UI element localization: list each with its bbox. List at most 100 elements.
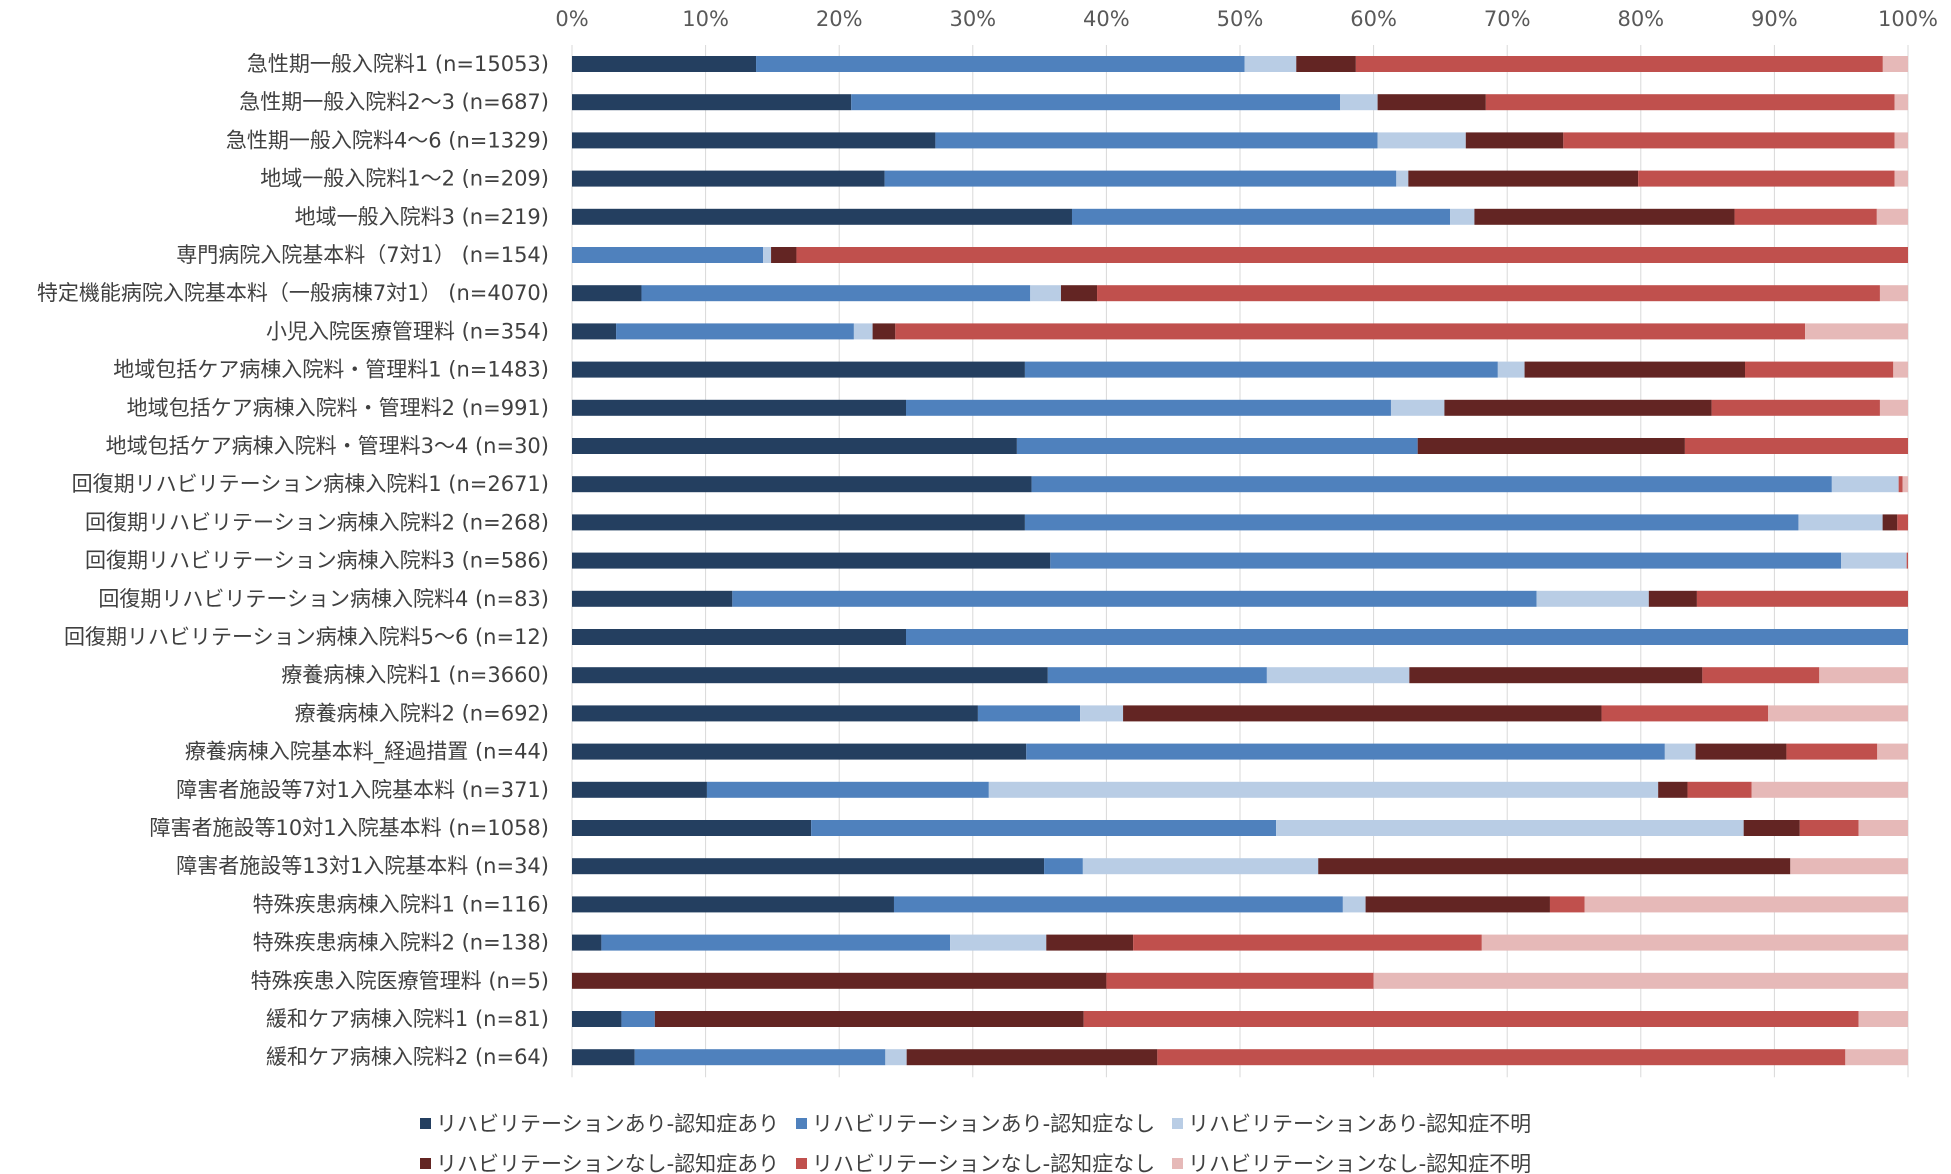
bar-segment: [572, 323, 617, 340]
x-tick-label: 30%: [949, 7, 996, 31]
legend-label: リハビリテーションあり-認知症不明: [1188, 1112, 1531, 1136]
category-label: 地域一般入院料3 (n=219): [295, 205, 549, 229]
bar-segment: [572, 972, 1107, 989]
category-label: 障害者施設等10対1入院基本料 (n=1058): [150, 816, 550, 840]
bar-segment: [1882, 56, 1908, 72]
bar-segment: [1060, 285, 1098, 302]
bar-segment: [1638, 170, 1895, 187]
bar-segment: [634, 1049, 886, 1066]
bar-segment: [1893, 361, 1908, 378]
category-label: 地域包括ケア病棟入院料・管理料1 (n=1483): [113, 358, 549, 382]
bar-segment: [572, 743, 1027, 760]
bar-segment: [1584, 896, 1908, 913]
bar-segment: [1858, 1011, 1908, 1027]
bar-segment: [1276, 820, 1744, 836]
bar-segment: [1474, 208, 1735, 225]
bar-segment: [572, 896, 894, 913]
legend-label: リハビリテーションあり-認知症なし: [812, 1112, 1155, 1136]
bar-segment: [1768, 705, 1908, 722]
category-label: 地域一般入院料1～2 (n=209): [260, 167, 549, 191]
bar-segment: [1798, 514, 1883, 531]
bar-segment: [977, 705, 1081, 722]
bar-segment: [895, 323, 1806, 340]
bar-segment: [1465, 132, 1564, 149]
bar-segment: [1071, 208, 1451, 225]
bar-segment: [1355, 56, 1883, 72]
bar-segment: [1123, 705, 1602, 722]
bar-segment: [1024, 514, 1799, 531]
bar-segment: [1799, 820, 1859, 836]
category-label: 地域包括ケア病棟入院料・管理料3～4 (n=30): [106, 434, 549, 458]
bar-segment: [601, 934, 951, 951]
bar-segment: [1702, 667, 1820, 684]
bar-segment: [572, 56, 757, 72]
bar-segment: [572, 208, 1072, 225]
bar-segment: [641, 285, 1031, 302]
bar-segment: [572, 705, 978, 722]
category-label: 回復期リハビリテーション病棟入院料3 (n=586): [85, 549, 549, 573]
bar-segment: [771, 247, 797, 263]
bar-segment: [1687, 781, 1752, 798]
legend: リハビリテーションあり-認知症あり リハビリテーションあり-認知症なし リハビリテー…: [420, 1112, 1531, 1174]
bar-segment: [1786, 743, 1878, 760]
bar-segment: [1845, 1049, 1908, 1066]
bar-segment: [1485, 94, 1895, 111]
bar-segment: [1696, 590, 1908, 607]
bar-segment: [706, 781, 989, 798]
bar-segment: [885, 1049, 907, 1066]
bar-segment: [1876, 208, 1908, 225]
bar-segment: [621, 1011, 655, 1027]
bar-segment: [1695, 743, 1787, 760]
bar-segment: [1080, 705, 1124, 722]
bar-segment: [1790, 858, 1908, 875]
category-label: 特殊疾患入院医療管理料 (n=5): [251, 969, 549, 993]
bar-segment: [1047, 667, 1267, 684]
bar-segment: [1684, 438, 1908, 454]
bar-segment: [1805, 323, 1908, 340]
bar-segment: [1030, 285, 1061, 302]
bar-segment: [811, 820, 1277, 836]
category-label: 特殊疾患病棟入院料1 (n=116): [253, 892, 549, 916]
legend-label: リハビリテーションなし-認知症あり: [436, 1152, 779, 1174]
bar-segment: [935, 132, 1378, 149]
bar-segment: [1044, 858, 1083, 875]
bar-segment: [1097, 285, 1880, 302]
legend-swatch: [420, 1158, 431, 1169]
bar-segment: [988, 781, 1659, 798]
bar-segment: [572, 132, 936, 149]
bar-segment: [1831, 476, 1899, 493]
bar-segment: [572, 820, 812, 836]
bar-segment: [763, 247, 772, 263]
bar-segment: [1408, 170, 1639, 187]
x-tick-label: 70%: [1484, 7, 1531, 31]
bar-segment: [572, 476, 1032, 493]
category-label: 緩和ケア病棟入院料2 (n=64): [266, 1045, 549, 1069]
bar-segment: [1106, 972, 1374, 989]
bar-segment: [1819, 667, 1908, 684]
bar-segment: [572, 247, 764, 263]
bar-segment: [796, 247, 1908, 263]
bar-segment: [1031, 476, 1832, 493]
bar-segment: [1745, 361, 1894, 378]
bar-segment: [572, 934, 602, 951]
bar-segment: [616, 323, 854, 340]
bar-segment: [572, 667, 1048, 684]
bar-segment: [572, 1011, 622, 1027]
bar-segment: [1026, 743, 1665, 760]
bar-segment: [1664, 743, 1696, 760]
x-tick-label: 80%: [1617, 7, 1664, 31]
category-label: 緩和ケア病棟入院料1 (n=81): [266, 1007, 549, 1031]
bar-segment: [1340, 94, 1378, 111]
category-labels: 急性期一般入院料1 (n=15053) 急性期一般入院料2～3 (n=687) 急性…: [37, 52, 549, 1069]
bars: [572, 56, 1908, 1066]
bar-segment: [654, 1011, 1084, 1027]
bar-segment: [1024, 361, 1498, 378]
bar-segment: [1296, 56, 1356, 72]
x-tick-label: 10%: [682, 7, 729, 31]
bar-segment: [1751, 781, 1908, 798]
x-tick-label: 0%: [555, 7, 588, 31]
bar-segment: [1365, 896, 1550, 913]
bar-segment: [1050, 552, 1842, 569]
category-label: 療養病棟入院基本料_経過措置 (n=44): [185, 740, 549, 765]
